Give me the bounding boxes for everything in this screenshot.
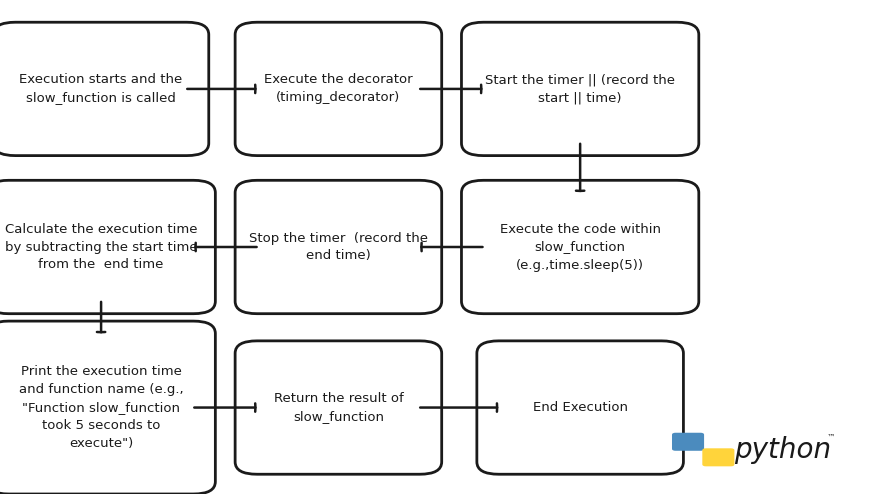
Text: End Execution: End Execution [532,401,627,414]
Text: Return the result of
slow_function: Return the result of slow_function [273,392,403,423]
FancyBboxPatch shape [0,22,209,156]
FancyBboxPatch shape [0,321,215,494]
FancyBboxPatch shape [476,341,683,474]
Text: Print the execution time
and function name (e.g.,
"Function slow_function
took 5: Print the execution time and function na… [18,365,184,450]
FancyBboxPatch shape [461,22,698,156]
Text: Execute the decorator
(timing_decorator): Execute the decorator (timing_decorator) [263,74,413,104]
Text: python: python [733,436,830,463]
FancyBboxPatch shape [234,180,441,314]
FancyBboxPatch shape [234,341,441,474]
Text: Calculate the execution time
by subtracting the start time
from the  end time: Calculate the execution time by subtract… [4,222,198,272]
FancyBboxPatch shape [672,433,703,451]
FancyBboxPatch shape [0,180,215,314]
FancyBboxPatch shape [702,449,734,466]
Text: Stop the timer  (record the
end time): Stop the timer (record the end time) [248,232,428,262]
FancyBboxPatch shape [461,180,698,314]
FancyBboxPatch shape [234,22,441,156]
Text: ™: ™ [825,433,834,442]
Text: Execution starts and the
slow_function is called: Execution starts and the slow_function i… [19,74,183,104]
Text: Execute the code within
slow_function
(e.g.,time.sleep(5)): Execute the code within slow_function (e… [499,222,660,272]
Text: Start the timer || (record the
start || time): Start the timer || (record the start || … [485,74,674,104]
